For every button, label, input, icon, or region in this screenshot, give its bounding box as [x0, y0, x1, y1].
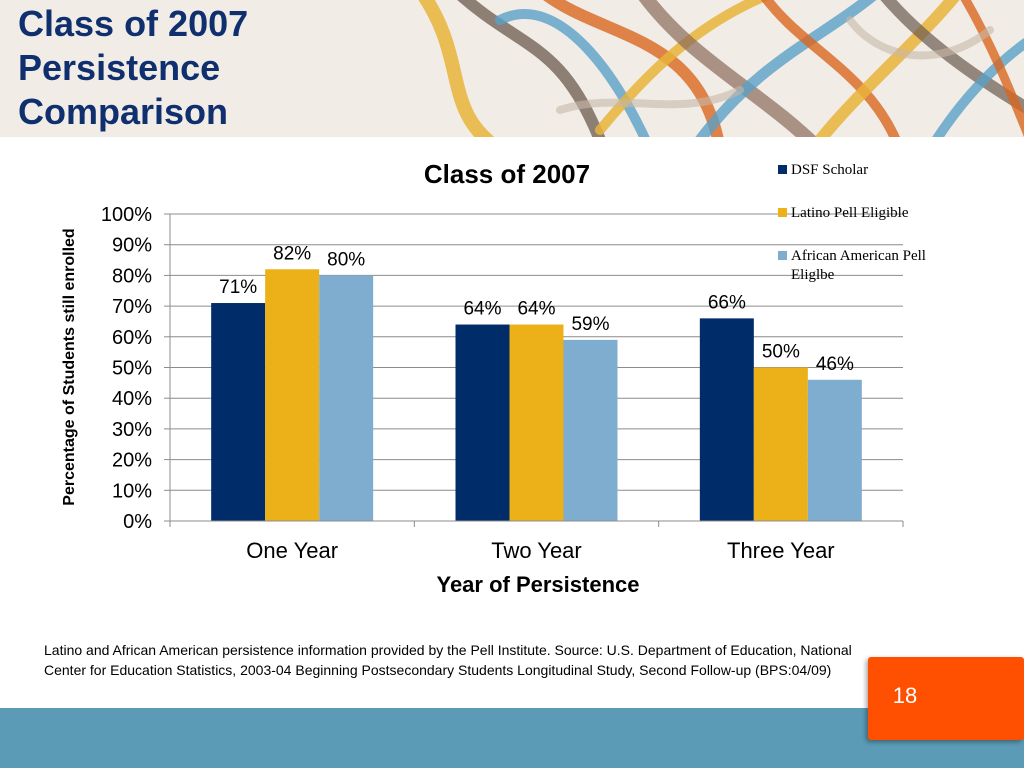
slide-title-line-3: Comparison: [18, 91, 229, 132]
legend-swatch: [778, 251, 787, 260]
legend-label: African American Pell: [791, 248, 926, 264]
x-axis-label: Year of Persistence: [436, 572, 639, 597]
legend-label: Latino Pell Eligible: [791, 205, 909, 221]
data-label: 66%: [708, 292, 746, 313]
data-label: 82%: [273, 243, 311, 264]
persistence-bar-chart: Class of 2007 0% 10% 20% 30% 40% 50% 60% 70% 80%…: [61, 159, 926, 597]
y-tick-label: 70%: [112, 296, 152, 318]
x-category-label: Two Year: [491, 538, 582, 563]
legend-swatch: [778, 165, 787, 174]
legend-label: DSF Scholar: [791, 162, 868, 178]
y-tick-label: 40%: [112, 388, 152, 410]
bar: [563, 339, 618, 521]
slide-title: Class of 2007 Persistence Comparison: [18, 2, 318, 134]
data-label: 50%: [762, 342, 800, 363]
legend: DSF Scholar Latino Pell Eligible African A…: [778, 162, 926, 283]
bar: [509, 324, 564, 521]
y-tick-label: 80%: [112, 265, 152, 287]
source-footnote: Latino and African American persistence …: [44, 642, 852, 678]
y-tick-label: 10%: [112, 480, 152, 502]
y-axis-label: Percentage of Students still enrolled: [61, 228, 78, 505]
bottom-band: [0, 708, 1024, 768]
data-label: 46%: [816, 354, 854, 375]
y-tick-label: 50%: [112, 358, 152, 380]
y-tick-label: 20%: [112, 450, 152, 472]
bar: [455, 324, 510, 521]
y-axis-ticks: 0% 10% 20% 30% 40% 50% 60% 70% 80% 90% 100%: [101, 204, 152, 533]
y-tick-label: 90%: [112, 235, 152, 257]
x-category-label: Three Year: [727, 538, 835, 563]
decorative-ribbons: [418, 0, 1024, 137]
data-label: 64%: [463, 299, 501, 320]
y-tick-label: 60%: [112, 327, 152, 349]
bar: [211, 303, 266, 521]
y-tick-label: 100%: [101, 204, 152, 226]
slide-title-line-2: Persistence: [18, 47, 221, 88]
bar: [753, 367, 808, 521]
page-number: 18: [892, 683, 918, 708]
legend-swatch: [778, 208, 787, 217]
data-label: 64%: [517, 299, 555, 320]
axes: [169, 214, 904, 527]
data-label: 71%: [219, 277, 257, 298]
bars: 71% 82% 80% 64% 64% 59% 66% 50% 46%: [211, 243, 862, 521]
bar: [699, 318, 754, 521]
data-label: 59%: [571, 314, 609, 335]
x-category-label: One Year: [246, 538, 338, 563]
bar: [807, 379, 862, 521]
y-tick-label: 30%: [112, 419, 152, 441]
bar: [265, 269, 320, 521]
data-label: 80%: [327, 249, 365, 270]
y-tick-label: 0%: [123, 511, 152, 533]
x-axis-categories: One Year Two Year Three Year: [246, 538, 834, 563]
legend-label: Eliglbe: [791, 267, 835, 283]
slide-title-line-1: Class of 2007: [18, 3, 249, 44]
slide-header: Class of 2007 Persistence Comparison: [0, 0, 1024, 137]
bar: [319, 275, 374, 521]
chart-title: Class of 2007: [424, 159, 590, 189]
page-number-box: 18: [868, 657, 1024, 740]
